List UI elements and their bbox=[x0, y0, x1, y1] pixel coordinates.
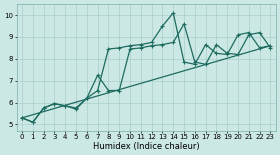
X-axis label: Humidex (Indice chaleur): Humidex (Indice chaleur) bbox=[93, 142, 200, 151]
